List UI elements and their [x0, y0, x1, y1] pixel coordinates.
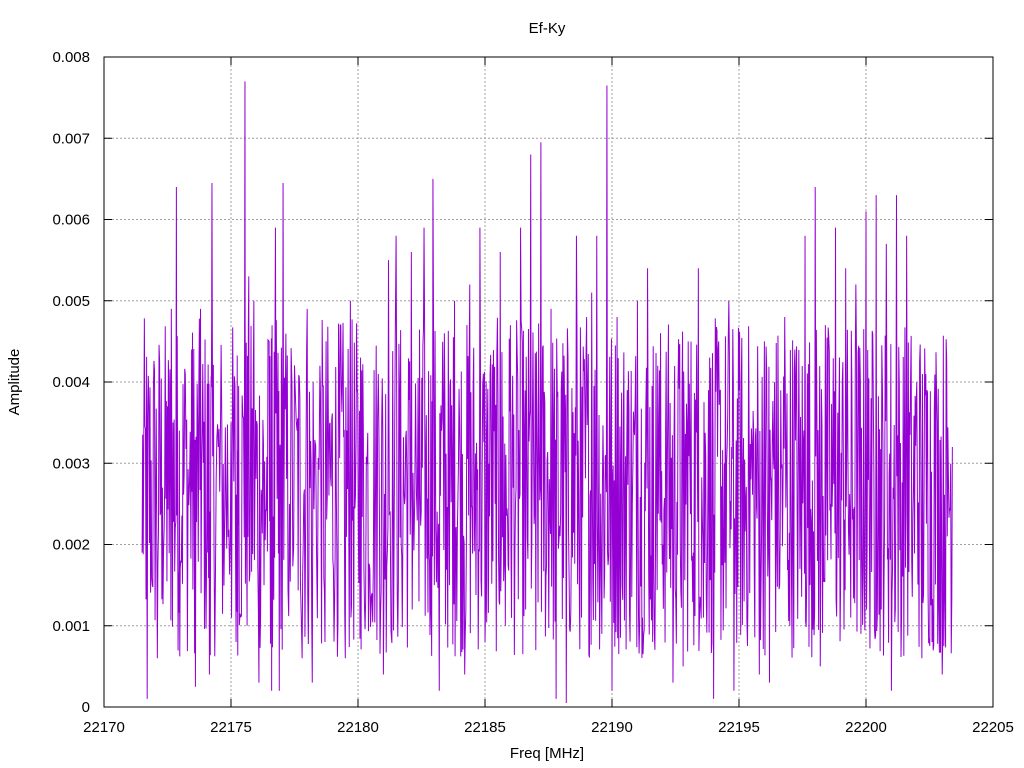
y-tick-label: 0.007 — [52, 130, 90, 147]
ticks — [103, 56, 994, 708]
y-tick-label: 0.002 — [52, 537, 90, 554]
x-tick-label: 22195 — [718, 719, 760, 736]
chart-title: Ef-Ky — [529, 20, 566, 37]
y-tick-label: 0.003 — [52, 455, 90, 472]
x-tick-label: 22190 — [591, 719, 633, 736]
x-axis-label: Freq [MHz] — [510, 745, 584, 762]
x-tick-label: 22175 — [210, 719, 252, 736]
series-line — [141, 81, 953, 703]
x-tick-label: 22180 — [337, 719, 379, 736]
y-tick-label: 0.004 — [52, 374, 90, 391]
y-tick-label: 0 — [82, 699, 90, 716]
y-tick-label: 0.001 — [52, 618, 90, 635]
series — [141, 81, 953, 703]
x-tick-label: 22205 — [972, 719, 1014, 736]
tick-labels: 22170 22175 22180 22185 22190 22195 22200 22205… — [52, 49, 1013, 736]
x-tick-label: 22185 — [464, 719, 506, 736]
y-axis-label: Amplitude — [6, 349, 23, 416]
y-tick-label: 0.006 — [52, 212, 90, 229]
x-tick-label: 22200 — [845, 719, 887, 736]
y-tick-label: 0.005 — [52, 293, 90, 310]
x-tick-label: 22170 — [83, 719, 125, 736]
y-tick-label: 0.008 — [52, 49, 90, 66]
